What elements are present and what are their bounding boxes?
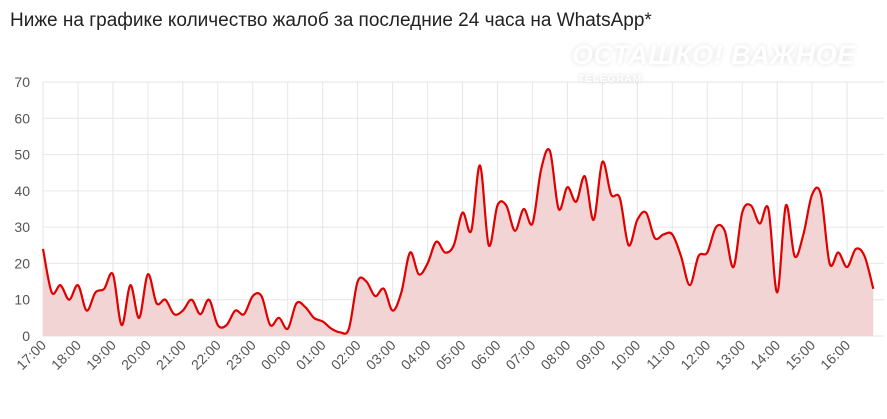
x-tick-label: 18:00 — [48, 337, 84, 373]
complaints-line — [41, 148, 875, 335]
x-tick-label: 10:00 — [607, 337, 643, 373]
y-tick-label: 60 — [14, 110, 30, 126]
x-tick-label: 15:00 — [782, 337, 818, 373]
x-tick-label: 03:00 — [363, 337, 399, 373]
watermark-sub: TELEGRAM — [578, 74, 643, 85]
x-tick-label: 08:00 — [537, 337, 573, 373]
x-tick-label: 04:00 — [398, 337, 434, 373]
y-tick-label: 40 — [14, 183, 30, 199]
x-axis-ticks: 17:0018:0019:0020:0021:0022:0023:0000:00… — [13, 337, 853, 373]
x-tick-label: 05:00 — [433, 337, 469, 373]
x-tick-label: 23:00 — [223, 337, 259, 373]
x-tick-label: 19:00 — [83, 337, 119, 373]
x-tick-label: 14:00 — [747, 337, 783, 373]
chart-title: Ниже на графике количество жалоб за посл… — [10, 10, 652, 31]
x-tick-label: 00:00 — [258, 337, 294, 373]
x-tick-label: 20:00 — [118, 337, 154, 373]
x-tick-label: 13:00 — [712, 337, 748, 373]
y-tick-label: 20 — [14, 255, 30, 271]
x-tick-label: 21:00 — [153, 337, 189, 373]
x-tick-label: 09:00 — [572, 337, 608, 373]
x-tick-label: 02:00 — [328, 337, 364, 373]
watermark-logo: ОСТАШКО! ВАЖНОЕ — [572, 40, 856, 70]
y-tick-label: 50 — [14, 147, 30, 163]
x-tick-label: 01:00 — [293, 337, 329, 373]
x-tick-label: 06:00 — [468, 337, 504, 373]
x-tick-label: 11:00 — [643, 337, 679, 373]
y-tick-label: 0 — [22, 328, 30, 344]
x-tick-label: 16:00 — [817, 337, 853, 373]
y-axis-ticks: 0 10 20 30 40 50 60 70 — [14, 74, 30, 344]
y-tick-label: 70 — [14, 74, 30, 90]
x-tick-label: 17:00 — [13, 337, 49, 373]
x-tick-label: 22:00 — [188, 337, 224, 373]
y-tick-label: 30 — [14, 219, 30, 235]
y-tick-label: 10 — [14, 292, 30, 308]
x-tick-label: 07:00 — [502, 337, 538, 373]
x-tick-label: 12:00 — [677, 337, 713, 373]
complaints-area — [43, 149, 874, 336]
